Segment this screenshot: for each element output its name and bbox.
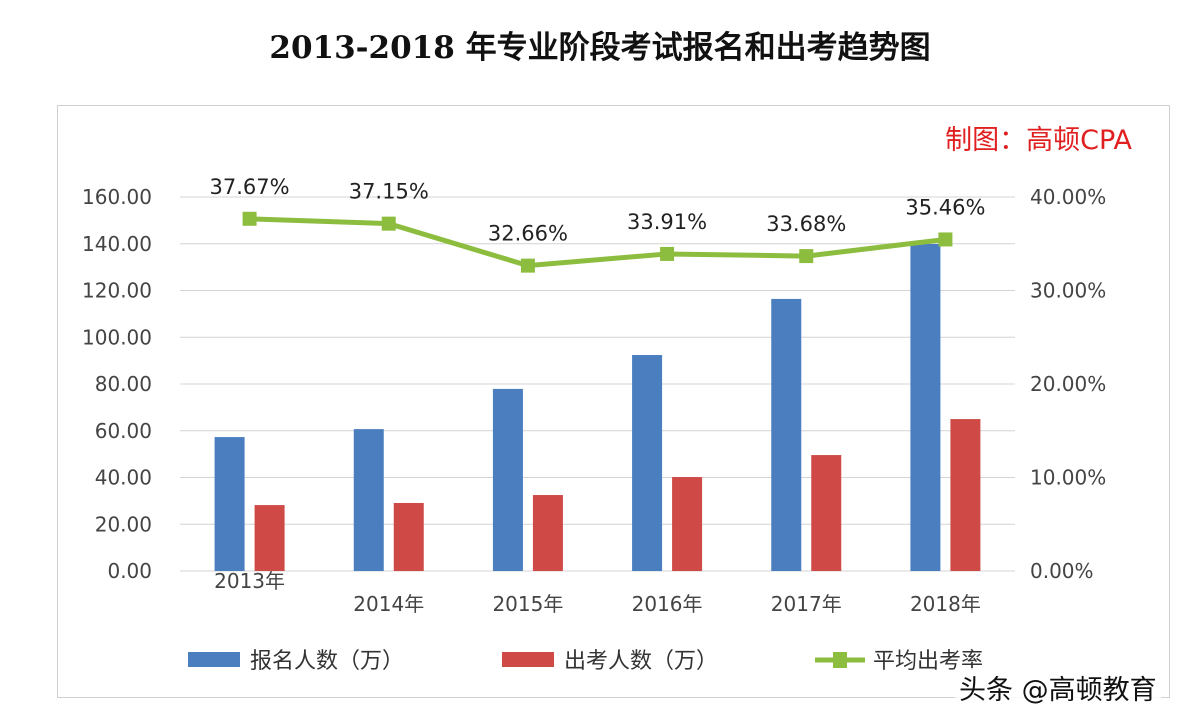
x-tick-label: 2017年: [771, 592, 842, 616]
legend-label: 出考人数（万）: [564, 649, 718, 674]
x-tick-label: 2018年: [910, 592, 981, 616]
line-marker: [520, 258, 535, 273]
bar-attended: [532, 495, 563, 571]
data-label: 33.68%: [766, 212, 846, 236]
bar-attended: [254, 505, 285, 571]
bar-registered: [492, 388, 523, 571]
right-tick-label: 10.00%: [1030, 466, 1106, 490]
bar-registered: [910, 243, 941, 571]
line-marker: [660, 246, 675, 261]
bar-registered: [632, 355, 663, 571]
legend-label: 报名人数（万）: [250, 649, 404, 674]
line-marker: [938, 232, 953, 247]
watermark: 头条 @高顿教育: [955, 668, 1161, 707]
data-label: 32.66%: [488, 222, 568, 246]
line-marker: [799, 249, 814, 264]
data-label: 33.91%: [627, 210, 707, 234]
chart-credit: 制图：高顿CPA: [945, 125, 1132, 156]
data-label: 37.67%: [210, 175, 290, 199]
bar-registered: [771, 298, 802, 571]
legend-swatch-registered: [188, 652, 240, 667]
bar-registered: [214, 437, 245, 571]
left-tick-label: 60.00: [95, 419, 152, 443]
line-attendance-rate: [249, 216, 946, 269]
line-marker: [381, 216, 396, 231]
left-tick-label: 120.00: [82, 279, 152, 303]
bar-attended: [811, 455, 842, 571]
data-label: 37.15%: [349, 180, 429, 204]
left-tick-label: 160.00: [82, 185, 152, 209]
bar-attended: [950, 419, 981, 571]
left-tick-label: 20.00: [95, 512, 152, 536]
left-tick-label: 100.00: [82, 325, 152, 349]
legend-swatch-attended: [502, 652, 554, 667]
bar-attended: [393, 502, 424, 571]
chart-frame: [57, 105, 1170, 698]
bar-attended: [672, 477, 703, 571]
x-tick-label: 2015年: [492, 592, 563, 616]
left-tick-label: 140.00: [82, 232, 152, 256]
right-tick-label: 0.00%: [1030, 559, 1094, 583]
legend-swatch-rate-marker: [833, 652, 847, 668]
left-tick-label: 0.00: [107, 559, 152, 583]
right-tick-label: 20.00%: [1030, 372, 1106, 396]
x-tick-label: 2014年: [353, 592, 424, 616]
data-label: 35.46%: [905, 195, 985, 219]
right-tick-label: 30.00%: [1030, 279, 1106, 303]
bar-registered: [353, 429, 384, 571]
left-tick-label: 40.00: [95, 466, 152, 490]
line-marker: [242, 211, 257, 226]
left-tick-label: 80.00: [95, 372, 152, 396]
chart-title: 2013-2018 年专业阶段考试报名和出考趋势图: [269, 30, 931, 66]
x-tick-label: 2013年: [214, 569, 285, 593]
right-tick-label: 40.00%: [1030, 185, 1106, 209]
x-tick-label: 2016年: [632, 592, 703, 616]
